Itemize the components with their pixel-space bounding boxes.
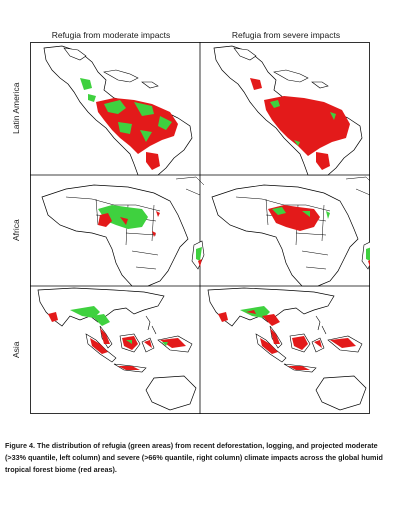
map-africa-severe (211, 176, 370, 287)
map-asia-severe (207, 287, 367, 411)
refugia-map-grid (30, 42, 370, 414)
column-title-moderate: Refugia from moderate impacts (51, 30, 171, 40)
column-title-severe: Refugia from severe impacts (231, 30, 341, 40)
row-label-africa: Africa (11, 219, 21, 242)
figure-caption: Figure 4. The distribution of refugia (g… (5, 440, 395, 476)
row-label-asia: Asia (11, 341, 21, 359)
figure-caption-lead: Figure 4. (5, 441, 35, 450)
map-asia-moderate (37, 287, 197, 411)
map-latin-america-severe (213, 45, 363, 176)
map-africa-moderate (41, 176, 205, 287)
figure-caption-text: The distribution of refugia (green areas… (5, 441, 383, 474)
row-label-latin-america: Latin America (11, 82, 21, 135)
map-latin-america-moderate (43, 45, 193, 176)
